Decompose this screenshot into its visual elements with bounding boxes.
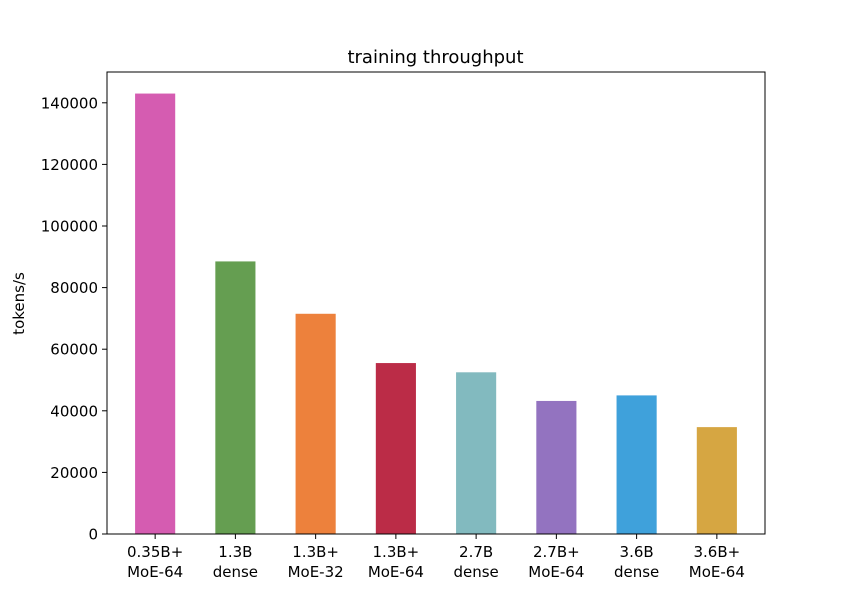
y-tick-label: 60000 (50, 341, 98, 359)
plot-frame (106, 71, 766, 535)
y-tick-label: 80000 (50, 279, 98, 297)
bars-group (135, 93, 737, 534)
y-tick-label: 40000 (50, 402, 98, 420)
y-axis: 0 20000 40000 60000 80000 100000 120000 140000 (41, 94, 107, 544)
y-tick-label: 100000 (41, 218, 98, 236)
x-tick-label: 3.6B (620, 543, 654, 561)
x-tick-label: MoE-64 (528, 563, 584, 581)
x-tick-label: dense (213, 563, 258, 581)
bar-5 (536, 400, 577, 534)
x-tick-label: MoE-64 (368, 563, 424, 581)
x-tick-label: 0.35B+ (127, 543, 183, 561)
x-tick-label: dense (453, 563, 498, 581)
x-tick-label: 1.3B+ (373, 543, 420, 561)
x-tick-label: 1.3B (218, 543, 252, 561)
x-tick-label: dense (614, 563, 659, 581)
y-tick-label: 120000 (41, 156, 98, 174)
bar-3 (375, 363, 416, 534)
x-tick-label: MoE-32 (288, 563, 344, 581)
x-tick-label: 2.7B+ (533, 543, 580, 561)
chart-title: training throughput (347, 47, 523, 68)
y-tick-label: 140000 (41, 94, 98, 112)
bar-0 (135, 93, 176, 534)
y-tick-label: 0 (88, 526, 98, 544)
y-tick-label: 20000 (50, 464, 98, 482)
x-tick-label: 1.3B+ (292, 543, 339, 561)
bar-7 (696, 427, 737, 534)
bar-6 (616, 395, 657, 534)
x-tick-label: MoE-64 (127, 563, 183, 581)
x-tick-label: 2.7B (459, 543, 493, 561)
bar-4 (456, 372, 497, 534)
y-axis-label: tokens/s (10, 272, 28, 335)
x-tick-label: MoE-64 (689, 563, 745, 581)
x-tick-label: 3.6B+ (693, 543, 740, 561)
bar-1 (215, 261, 256, 534)
bar-2 (295, 313, 336, 534)
x-axis: 0.35B+ MoE-64 1.3B dense 1.3B+ MoE-32 1.3B+ MoE… (127, 534, 745, 581)
